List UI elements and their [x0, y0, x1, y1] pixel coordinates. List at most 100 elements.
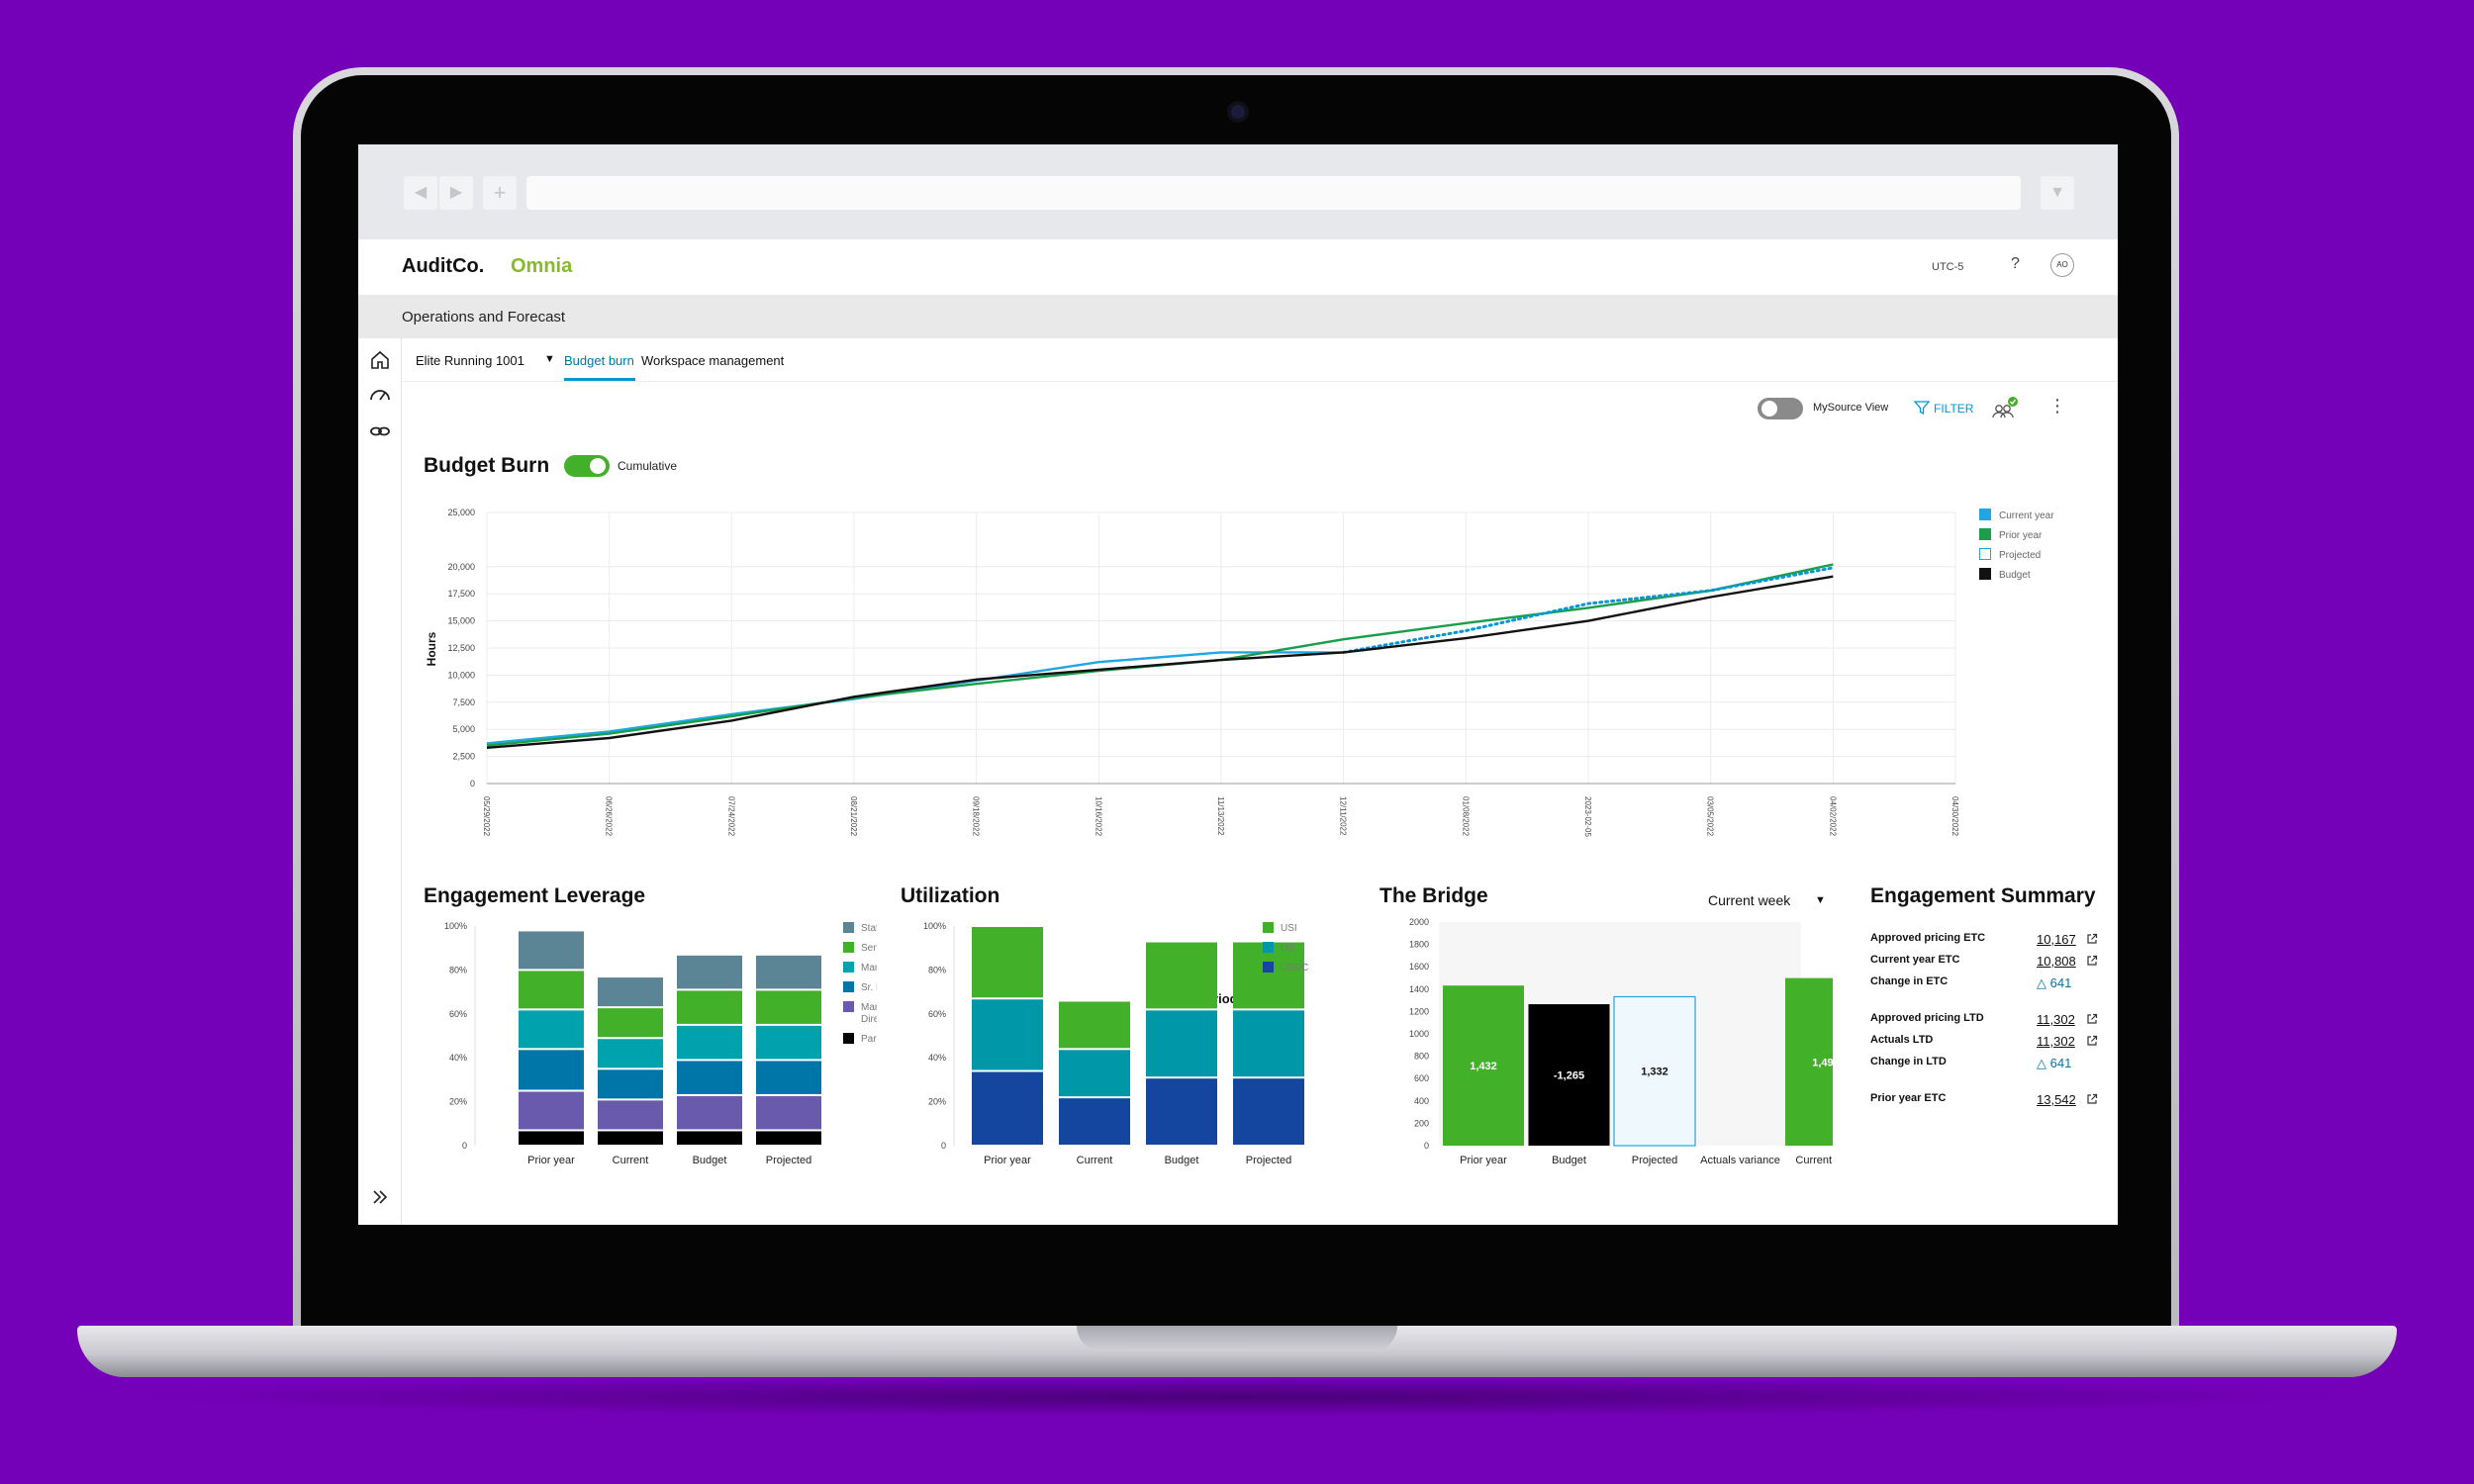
browser-menu-chevron-icon[interactable]: ▼: [2041, 176, 2074, 210]
y-tick-label: 80%: [928, 965, 946, 974]
bar-value-label: 1,499: [1812, 1057, 1833, 1068]
cumulative-toggle[interactable]: [564, 455, 610, 477]
external-link-icon[interactable]: [2086, 933, 2098, 945]
summary-row: Current year ETC 10,808: [1870, 954, 2098, 975]
bar-segment: [519, 931, 584, 970]
summary-row-label: Prior year ETC: [1870, 1092, 1947, 1104]
y-tick-label: 0: [470, 779, 475, 788]
bar-segment: [519, 1091, 584, 1130]
bar-segment: [598, 1008, 663, 1038]
project-select[interactable]: Elite Running 1001: [416, 353, 524, 368]
legend-label: Prior year: [1999, 530, 2043, 541]
x-tick-label: Prior year: [1460, 1155, 1507, 1166]
filter-icon[interactable]: [1914, 400, 1930, 416]
summary-row-label: Current year ETC: [1870, 954, 1960, 966]
help-icon[interactable]: ?: [2011, 255, 2020, 272]
x-tick-label: Projected: [766, 1155, 811, 1166]
external-link-icon[interactable]: [2086, 1013, 2098, 1025]
app-header: AuditCo. Omnia UTC-5 ? AO: [358, 239, 2118, 295]
home-icon[interactable]: [368, 348, 392, 372]
bar-segment: [756, 955, 821, 989]
legend-swatch: [1979, 528, 1991, 540]
y-tick-label: 0: [941, 1141, 946, 1151]
summary-row-label: Approved pricing LTD: [1870, 1012, 1984, 1024]
address-bar[interactable]: [526, 176, 2021, 210]
y-tick-label: 10,000: [447, 670, 475, 680]
legend-label: Projected: [1999, 550, 2041, 561]
bar-segment: [598, 1069, 663, 1099]
avatar[interactable]: AO: [2050, 253, 2074, 277]
x-tick-label: Prior year: [984, 1155, 1031, 1166]
bar-segment: [677, 1131, 742, 1145]
webcam-icon: [1227, 101, 1249, 123]
y-tick-label: 60%: [449, 1009, 467, 1019]
period-caret-down-icon[interactable]: ▼: [1815, 894, 1826, 906]
legend-label: Budget: [1999, 570, 2031, 581]
engagement-summary-list: Approved pricing ETC 10,167 Current year E…: [1870, 932, 2108, 1130]
series-line-prior-year: [486, 563, 1834, 747]
legend-swatch: [1979, 509, 1991, 520]
forward-arrow-icon[interactable]: ▶: [439, 176, 473, 210]
bar-segment: [1233, 1078, 1304, 1145]
summary-row: Change in ETC △ 641: [1870, 975, 2098, 997]
new-tab-plus-icon[interactable]: +: [483, 176, 517, 210]
bar-segment: [598, 1131, 663, 1145]
tab-budget-burn[interactable]: Budget burn: [564, 353, 634, 368]
back-arrow-icon[interactable]: ◀: [404, 176, 437, 210]
legend-label: Current year: [1999, 510, 2054, 521]
bridge-period-select[interactable]: Current week: [1708, 892, 1791, 908]
y-tick-label: 1000: [1409, 1029, 1429, 1039]
y-tick-label: 17,500: [447, 589, 475, 599]
more-vertical-icon[interactable]: ⋮: [2048, 396, 2066, 416]
summary-row-value-link[interactable]: 10,808: [2037, 954, 2076, 969]
summary-row: Actuals LTD 11,302: [1870, 1034, 2098, 1056]
engagement-leverage-title: Engagement Leverage: [424, 884, 646, 907]
bar-segment: [598, 977, 663, 1007]
legend-label: Managing: [861, 1002, 877, 1013]
y-tick-label: 1200: [1409, 1006, 1429, 1016]
tab-workspace-management[interactable]: Workspace management: [641, 353, 785, 368]
summary-row-value-link[interactable]: 13,542: [2037, 1092, 2076, 1107]
bar-segment: [1059, 1050, 1130, 1097]
bar-segment: [519, 1131, 584, 1145]
y-tick-label: 0: [1424, 1141, 1429, 1151]
y-tick-label: 0: [462, 1141, 467, 1151]
legend-label: USI: [1281, 923, 1297, 934]
external-link-icon[interactable]: [2086, 1093, 2098, 1105]
y-tick-label: 1600: [1409, 962, 1429, 972]
caret-down-icon[interactable]: ▼: [544, 353, 555, 365]
expand-chevrons-icon[interactable]: [368, 1185, 392, 1209]
x-tick-label: Projected: [1632, 1155, 1677, 1166]
gauge-icon[interactable]: [368, 384, 392, 408]
link-icon[interactable]: [368, 419, 392, 443]
bar-segment: [756, 1025, 821, 1060]
budget-burn-title: Budget Burn: [424, 454, 550, 477]
x-tick-label: 08/21/2022: [849, 796, 858, 837]
team-check-icon[interactable]: [1991, 396, 2019, 419]
bridge-bar: [1443, 985, 1524, 1146]
bar-segment: [519, 1010, 584, 1049]
summary-row-value-link[interactable]: 11,302: [2037, 1012, 2075, 1027]
filter-button[interactable]: FILTER: [1934, 402, 1974, 416]
budget-burn-chart: 0 2,500 5,000 7,500 10,000 12,500 15,000 17,500…: [425, 508, 2054, 1006]
legend-swatch: [843, 962, 854, 973]
bar-segment: [1146, 942, 1217, 1009]
x-tick-label: 06/26/2022: [605, 796, 614, 837]
x-tick-label: Budget: [1165, 1155, 1199, 1166]
product-name[interactable]: Omnia: [511, 255, 573, 277]
summary-row-value-link[interactable]: 10,167: [2037, 932, 2076, 947]
tab-bar: Elite Running 1001 ▼ Budget burn Workspa…: [402, 338, 2118, 382]
mysource-view-toggle[interactable]: [1758, 398, 1803, 419]
summary-row-value-link[interactable]: 11,302: [2037, 1034, 2075, 1049]
legend-swatch: [1263, 962, 1274, 973]
y-tick-label: 800: [1414, 1052, 1429, 1062]
legend-swatch: [1979, 548, 1991, 560]
external-link-icon[interactable]: [2086, 955, 2098, 967]
timezone-label[interactable]: UTC-5: [1932, 261, 1964, 273]
y-tick-label: 7,500: [452, 697, 475, 707]
bar-segment: [1233, 1010, 1304, 1077]
bar-segment: [756, 990, 821, 1024]
y-tick-label: 15,000: [447, 616, 475, 626]
legend-label: US: [1281, 943, 1294, 954]
external-link-icon[interactable]: [2086, 1035, 2098, 1047]
